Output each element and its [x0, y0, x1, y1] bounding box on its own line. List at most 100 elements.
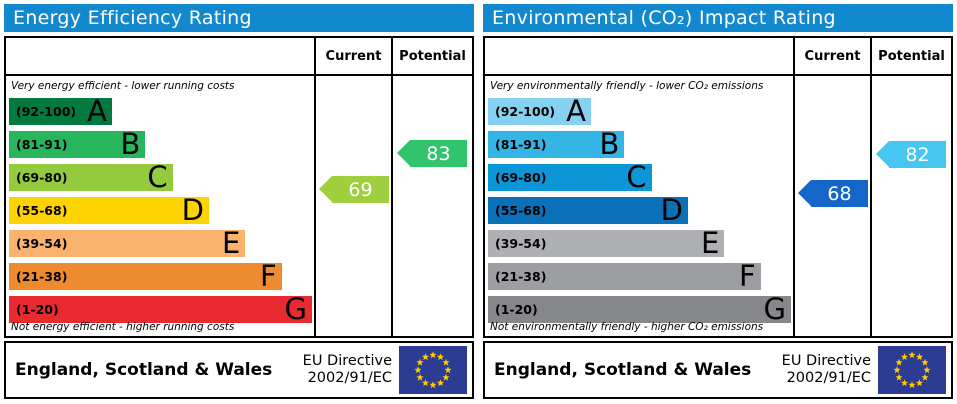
band-bar-e: (39-54) E [488, 226, 725, 260]
rating-band-row: (1-20) G [488, 295, 791, 324]
band-range-label: (21-38) [16, 269, 68, 284]
band-bar-c: (69-80) C [9, 160, 173, 194]
current-rating-number: 69 [348, 178, 373, 201]
band-letter: B [120, 127, 141, 161]
bands-cell: Very environmentally friendly - lower CO… [485, 76, 793, 336]
band-range-label: (39-54) [16, 236, 68, 251]
rating-band-row: (39-54) E [9, 226, 312, 260]
band-bar-f: (21-38) F [9, 259, 282, 293]
band-bar-c: (69-80) C [488, 160, 652, 194]
band-bar-b: (81-91) B [9, 127, 146, 161]
panel-title-energy: Energy Efficiency Rating [4, 4, 474, 32]
band-letter: D [181, 193, 204, 227]
band-bar-f: (21-38) F [488, 259, 761, 293]
eu-flag-icon [878, 346, 946, 394]
table-body-row: Very environmentally friendly - lower CO… [485, 76, 951, 336]
rating-band-row: (69-80) C [488, 160, 791, 194]
energy-efficiency-panel: Energy Efficiency Rating Current Potenti… [4, 4, 474, 399]
band-bar-a: (92-100) A [9, 94, 113, 128]
potential-rating-cell: 83 [391, 76, 472, 336]
eu-directive-label: EU Directive 2002/91/EC [782, 353, 871, 388]
current-rating-cell: 68 [793, 76, 870, 336]
band-letter: E [222, 226, 241, 260]
eu-directive-line1: EU Directive [781, 352, 871, 369]
table-header-row: Current Potential [6, 38, 472, 76]
band-range-label: (39-54) [495, 236, 547, 251]
bands-cell: Very energy efficient - lower running co… [6, 76, 314, 336]
band-letter: B [599, 127, 620, 161]
band-letter: G [284, 292, 307, 326]
table-body-row: Very energy efficient - lower running co… [6, 76, 472, 336]
rating-band-row: (81-91) B [488, 127, 791, 161]
band-range-label: (1-20) [495, 302, 538, 317]
band-range-label: (1-20) [16, 302, 59, 317]
current-rating-number: 68 [827, 182, 852, 205]
band-range-label: (81-91) [495, 137, 547, 152]
potential-rating-cell: 82 [870, 76, 951, 336]
header-spacer-cell [485, 38, 793, 74]
energy-rating-table: Current Potential Very energy efficient … [4, 36, 474, 338]
rating-band-row: (81-91) B [9, 127, 312, 161]
current-rating-value: 69 [332, 176, 389, 203]
band-range-label: (92-100) [16, 104, 77, 119]
panel-footer: England, Scotland & Wales EU Directive 2… [483, 341, 953, 399]
current-rating-arrow: 68 [798, 180, 868, 207]
bottom-caption: Not energy efficient - higher running co… [11, 321, 235, 333]
eu-directive-line2: 2002/91/EC [307, 370, 392, 386]
band-range-label: (92-100) [495, 104, 556, 119]
co2-rating-table: Current Potential Very environmentally f… [483, 36, 953, 338]
band-bar-e: (39-54) E [9, 226, 246, 260]
potential-rating-number: 83 [426, 142, 451, 165]
eu-directive-line1: EU Directive [302, 352, 392, 369]
environmental-impact-panel: Environmental (CO₂) Impact Rating Curren… [483, 4, 953, 399]
band-range-label: (21-38) [495, 269, 547, 284]
top-caption: Very energy efficient - lower running co… [11, 80, 235, 92]
current-rating-value: 68 [811, 180, 868, 207]
band-letter: C [626, 160, 647, 194]
band-range-label: (55-68) [495, 203, 547, 218]
rating-band-row: (92-100) A [488, 94, 791, 128]
rating-band-row: (69-80) C [9, 160, 312, 194]
potential-column-header: Potential [391, 38, 472, 74]
panel-title-environmental: Environmental (CO₂) Impact Rating [483, 4, 953, 32]
band-letter: C [147, 160, 168, 194]
potential-rating-number: 82 [905, 143, 930, 166]
band-letter: A [566, 94, 587, 128]
band-letter: D [660, 193, 683, 227]
potential-rating-arrow: 83 [397, 140, 467, 167]
current-rating-arrow: 69 [319, 176, 389, 203]
table-header-row: Current Potential [485, 38, 951, 76]
top-caption: Very environmentally friendly - lower CO… [490, 80, 764, 92]
rating-bands: (92-100) A (81-91) B (69-80) C (55-68) D (39-54)… [488, 94, 791, 329]
rating-band-row: (39-54) E [488, 226, 791, 260]
band-letter: A [87, 94, 108, 128]
rating-band-row: (21-38) F [488, 259, 791, 293]
band-bar-b: (81-91) B [488, 127, 625, 161]
band-letter: F [260, 259, 277, 293]
eu-flag-icon [399, 346, 467, 394]
rating-band-row: (92-100) A [9, 94, 312, 128]
rating-band-row: (21-38) F [9, 259, 312, 293]
header-spacer-cell [6, 38, 314, 74]
band-bar-a: (92-100) A [488, 94, 592, 128]
rating-band-row: (55-68) D [9, 193, 312, 227]
band-range-label: (81-91) [16, 137, 68, 152]
region-label: England, Scotland & Wales [494, 360, 752, 380]
band-letter: E [701, 226, 720, 260]
potential-rating-arrow: 82 [876, 141, 946, 168]
current-column-header: Current [793, 38, 870, 74]
band-bar-d: (55-68) D [488, 193, 688, 227]
rating-band-row: (1-20) G [9, 292, 312, 326]
band-bar-g: (1-20) G [488, 295, 791, 324]
band-letter: F [739, 259, 756, 293]
epc-charts: Energy Efficiency Rating Current Potenti… [4, 4, 953, 399]
potential-column-header: Potential [870, 38, 951, 74]
bottom-caption: Not environmentally friendly - higher CO… [490, 321, 764, 333]
rating-band-row: (55-68) D [488, 193, 791, 227]
band-range-label: (55-68) [16, 203, 68, 218]
band-bar-g: (1-20) G [9, 292, 312, 326]
eu-directive-label: EU Directive 2002/91/EC [303, 353, 392, 388]
potential-rating-value: 82 [889, 141, 946, 168]
band-range-label: (69-80) [16, 170, 68, 185]
current-rating-cell: 69 [314, 76, 391, 336]
